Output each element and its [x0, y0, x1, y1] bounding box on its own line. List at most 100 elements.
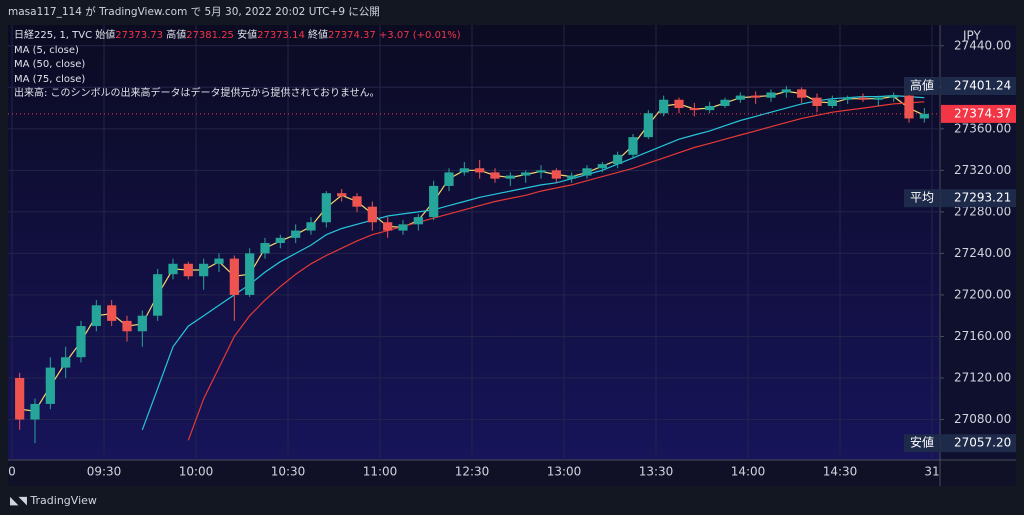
- candle-body: [291, 230, 301, 238]
- candle-body: [15, 377, 25, 420]
- x-tick-label: 11:00: [363, 465, 398, 479]
- candle-body: [214, 258, 224, 264]
- x-tick-label: 14:00: [731, 465, 766, 479]
- ohlc-name: 終値: [308, 30, 329, 41]
- candle-body: [843, 97, 853, 100]
- candle-body: [383, 222, 393, 231]
- candle-body: [30, 403, 40, 420]
- brand: TradingView: [30, 494, 97, 507]
- symbol: 日経225, 1, TVC: [14, 30, 93, 41]
- candle-body: [337, 193, 347, 197]
- change: +3.07 (+0.01%): [378, 30, 461, 41]
- marker-name: 平均: [910, 191, 934, 205]
- marker-value-bg: [941, 434, 1016, 453]
- candle-body: [858, 97, 868, 100]
- ohlc-row: 日経225, 1, TVC 始値27373.73 高値27381.25 安値27…: [14, 29, 461, 44]
- publish-info: masa117_114 が TradingView.com で 5月 30, 2…: [8, 6, 380, 18]
- ohlc-name: 安値: [237, 30, 258, 41]
- marker-value: 27293.21: [954, 191, 1011, 205]
- ohlc-value: 27373.73: [115, 30, 164, 41]
- candle-body: [245, 253, 255, 295]
- candle-body: [613, 154, 623, 165]
- candle-body: [168, 263, 178, 275]
- candle-body: [812, 97, 822, 106]
- currency: JPY: [962, 29, 982, 43]
- candle-body: [827, 99, 837, 106]
- candle-body: [505, 175, 515, 179]
- candle-body: [321, 193, 331, 223]
- candle-body: [107, 305, 117, 321]
- candle-body: [521, 172, 531, 176]
- candle-body: [751, 95, 761, 98]
- y-tick-label: 27440.00: [954, 38, 1011, 52]
- candle-body: [229, 258, 239, 295]
- candle-body: [459, 168, 469, 173]
- candle-body: [444, 172, 454, 186]
- x-tick-label: 31: [924, 465, 939, 479]
- candle-body: [597, 164, 607, 169]
- candle-body: [567, 175, 577, 179]
- candle-body: [475, 168, 485, 173]
- candle-body: [797, 89, 807, 98]
- ohlc-name: 始値: [95, 30, 116, 41]
- candle-body: [904, 95, 914, 119]
- y-tick-label: 27240.00: [954, 246, 1011, 260]
- candle-body: [781, 89, 791, 93]
- legend: 日経225, 1, TVC 始値27373.73 高値27381.25 安値27…: [14, 29, 461, 102]
- candle-body: [643, 113, 653, 138]
- y-tick-label: 27200.00: [954, 287, 1011, 301]
- candle-body: [735, 95, 745, 100]
- candle-body: [582, 168, 592, 176]
- ma-line: [187, 101, 925, 441]
- ma-legend: MA (50, close): [14, 59, 86, 70]
- marker-name: 安値: [910, 435, 934, 450]
- plot-bg: [8, 25, 940, 460]
- x-tick-label: 09:30: [87, 465, 122, 479]
- candle-body: [889, 95, 899, 98]
- candle-body: [153, 274, 163, 316]
- x-tick-label: 14:30: [823, 465, 858, 479]
- candle-body: [91, 305, 101, 327]
- candle-body: [122, 320, 132, 332]
- x-tick-label: 12:30: [455, 465, 490, 479]
- candle-body: [413, 217, 423, 225]
- candle-body: [398, 224, 408, 231]
- volume-note: 出来高: このシンボルの出来高データはデータ提供元から提供されておりません。: [14, 88, 380, 99]
- candle-body: [260, 243, 270, 254]
- marker-name-bg: [904, 434, 940, 453]
- candle-body: [766, 92, 776, 98]
- y-tick-label: 27120.00: [954, 370, 1011, 384]
- ohlc-name: 高値: [166, 30, 187, 41]
- y-tick-label: 27320.00: [954, 163, 1011, 177]
- ohlc-value: 27381.25: [186, 30, 234, 41]
- candle-body: [689, 108, 699, 111]
- candle-body: [367, 206, 377, 223]
- marker-value-bg: [941, 189, 1016, 208]
- marker-name-bg: [904, 77, 940, 96]
- candle-body: [199, 263, 209, 277]
- x-tick-label: 13:00: [547, 465, 582, 479]
- x-tick-label: 0: [8, 465, 16, 479]
- x-tick-label: 10:00: [179, 465, 214, 479]
- candle-body: [275, 237, 285, 244]
- time-axis-bg: [8, 460, 1016, 486]
- candle-body: [429, 185, 439, 218]
- ma-legend: MA (5, close): [14, 44, 79, 56]
- candle-body: [536, 170, 546, 173]
- candle-body: [705, 105, 715, 111]
- candle-body: [720, 99, 730, 106]
- ohlc-value: 27373.14: [257, 30, 305, 41]
- candle-body: [490, 172, 500, 179]
- marker-name: 高値: [910, 78, 934, 93]
- marker-value-bg: [941, 77, 1016, 96]
- last-price-label: 27374.37: [954, 106, 1011, 120]
- candle-body: [61, 357, 71, 368]
- candle-body: [873, 97, 883, 100]
- candle-body: [674, 99, 684, 109]
- candle-body: [306, 222, 316, 231]
- y-tick-label: 27080.00: [954, 412, 1011, 426]
- price-axis-bg: [940, 25, 1016, 460]
- candle-body: [659, 99, 669, 114]
